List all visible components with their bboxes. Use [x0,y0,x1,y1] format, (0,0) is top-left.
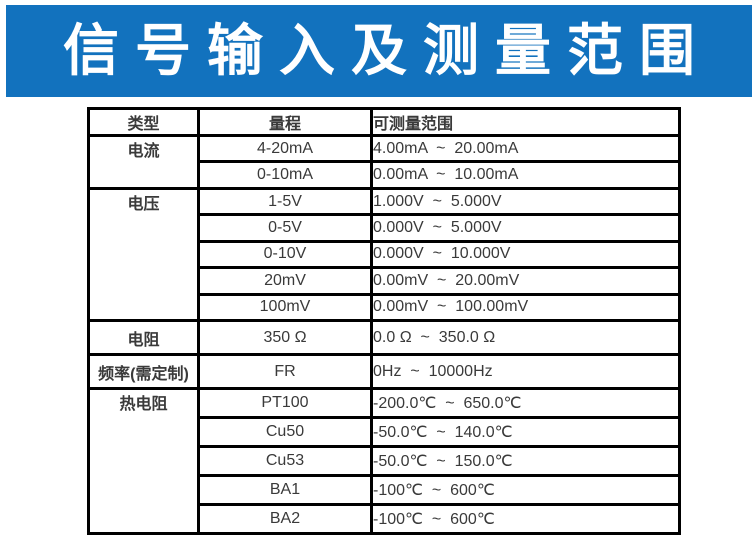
value-cell: 4.00mA ~ 20.00mA [370,133,681,164]
page-title: 信号输入及测量范围 [63,19,711,82]
value-cell: 0Hz ~ 10000Hz [370,353,681,391]
table-row: 电流 4-20mA 4.00mA ~ 20.00mA [87,133,681,190]
table-row: Cu50 -50.0℃ ~ 140.0℃ [89,416,681,448]
type-cell-current: 电流 [87,134,200,190]
range-cell: 0-10V [197,239,373,270]
table-row: 0-10V 0.000V ~ 10.000V [89,239,681,270]
type-cell-frequency: 频率(需定制) [87,353,200,391]
title-banner: 信号输入及测量范围 [6,5,752,97]
table-row: 电阻 350 Ω 0.0 Ω ~ 350.0 Ω [87,319,681,357]
range-cell: 350 Ω [197,319,373,357]
type-cell-resistance: 电阻 [87,319,200,357]
range-cell: Cu53 [197,444,373,477]
range-cell: FR [197,353,373,391]
header-cell-range: 量程 [197,107,373,137]
table-row: 20mV 0.00mV ~ 20.00mV [89,266,681,296]
range-cell: 0-5V [197,213,373,243]
table-row: 电压 1-5V 1.000V ~ 5.000V [87,186,681,323]
value-cell: 0.000V ~ 10.000V [370,239,681,270]
table-row: 0-5V 0.000V ~ 5.000V [89,213,681,243]
range-cell: 0-10mA [197,160,373,190]
range-cell: BA1 [197,473,373,506]
value-cell: -200.0℃ ~ 650.0℃ [370,387,681,420]
value-cell: -100℃ ~ 600℃ [370,473,681,506]
header-cell-measurable: 可测量范围 [370,107,681,137]
table-row: 频率(需定制) FR 0Hz ~ 10000Hz [87,353,681,391]
table-row: BA1 -100℃ ~ 600℃ [89,473,681,506]
table-header-row: 类型 量程 可测量范围 [87,107,681,137]
range-cell: 20mV [197,266,373,296]
type-cell-rtd: 热电阻 [87,387,200,535]
range-cell: 4-20mA [197,133,373,164]
value-cell: 0.000V ~ 5.000V [370,213,681,243]
value-cell: 1.000V ~ 5.000V [370,186,681,217]
range-cell: 100mV [197,292,373,323]
signal-range-table: 类型 量程 可测量范围 电流 4-20mA 4.00mA ~ 20.00mA 0… [87,107,681,536]
range-cell: 1-5V [197,186,373,217]
value-cell: -100℃ ~ 600℃ [370,502,681,536]
table-row: Cu53 -50.0℃ ~ 150.0℃ [89,444,681,477]
type-cell-voltage: 电压 [87,186,200,323]
table-row: 热电阻 PT100 -200.0℃ ~ 650.0℃ [87,387,681,535]
value-cell: 0.0 Ω ~ 350.0 Ω [370,319,681,357]
value-cell: -50.0℃ ~ 140.0℃ [370,416,681,448]
header-cell-type: 类型 [87,107,200,137]
range-cell: Cu50 [197,416,373,448]
value-cell: 0.00mV ~ 20.00mV [370,266,681,296]
range-cell: BA2 [197,502,373,536]
table-row: 100mV 0.00mV ~ 100.00mV [89,292,681,323]
range-cell: PT100 [197,387,373,420]
table-row: 0-10mA 0.00mA ~ 10.00mA [89,160,681,190]
value-cell: 0.00mA ~ 10.00mA [370,160,681,190]
value-cell: 0.00mV ~ 100.00mV [370,292,681,323]
value-cell: -50.0℃ ~ 150.0℃ [370,444,681,477]
table-row: BA2 -100℃ ~ 600℃ [89,502,681,536]
